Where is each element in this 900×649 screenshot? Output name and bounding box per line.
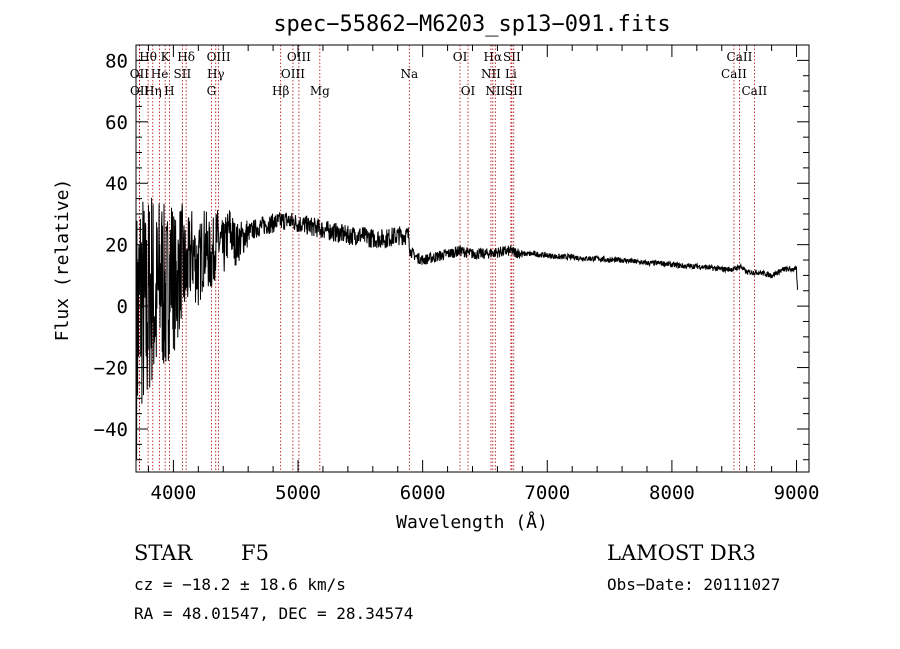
spectrum-layer	[136, 197, 798, 460]
line-marker-label: NII	[481, 67, 501, 81]
x-tick-label: 7000	[524, 482, 570, 504]
y-tick-label: 40	[105, 173, 128, 195]
spectrum-line	[136, 197, 798, 460]
line-marker-label: Hη	[144, 84, 162, 98]
y-tick-label: 0	[117, 296, 128, 318]
x-tick-label: 6000	[400, 482, 446, 504]
chart-title: spec−55862−M6203_sp13−091.fits	[273, 12, 670, 37]
line-marker-label: Hγ	[207, 67, 225, 81]
line-marker-label: OIII	[287, 50, 311, 64]
line-marker-label: NII	[485, 84, 505, 98]
y-tick-label: 60	[105, 112, 128, 134]
x-tick-label: 5000	[275, 482, 321, 504]
line-marker-label: CaII	[721, 67, 747, 81]
y-axis-label: Flux (relative)	[52, 179, 73, 342]
line-marker-label: OIII	[207, 50, 231, 64]
line-marker-label: Hδ	[177, 50, 195, 64]
x-tick-label: 9000	[774, 482, 820, 504]
line-marker-label: G	[207, 84, 217, 98]
line-marker-label: Hθ	[139, 50, 157, 64]
line-marker-label: OI	[453, 50, 468, 64]
y-tick-label: −40	[94, 419, 128, 441]
line-marker-label: Hα	[484, 50, 503, 64]
y-axis: −40 −20 0 20 40 60 80	[94, 50, 809, 461]
object-subclass: F5	[241, 541, 269, 565]
line-marker-label: OIII	[281, 67, 305, 81]
ra-dec: RA = 48.01547, DEC = 28.34574	[134, 604, 413, 623]
redshift-cz: cz = −18.2 ± 18.6 km/s	[134, 575, 346, 594]
survey-name: LAMOST DR3	[607, 541, 756, 565]
line-marker-label: SII	[174, 67, 192, 81]
y-tick-label: 20	[105, 235, 128, 257]
line-marker-label: SII	[505, 84, 523, 98]
line-marker-label: H	[164, 84, 174, 98]
line-marker-label: Na	[400, 67, 418, 81]
line-marker-label: Li	[505, 67, 517, 81]
x-tick-label: 4000	[151, 482, 197, 504]
x-axis: 4000 5000 6000 7000 8000 9000	[147, 45, 820, 504]
line-marker-label: He	[151, 67, 169, 81]
x-axis-label: Wavelength (Å)	[396, 511, 548, 533]
line-marker-label: OI	[461, 84, 476, 98]
observation-date: Obs−Date: 20111027	[607, 575, 780, 594]
plot-frame	[135, 44, 810, 473]
object-class: STAR	[134, 541, 193, 565]
y-tick-label: −20	[94, 358, 128, 380]
line-marker-label: CaII	[741, 84, 767, 98]
line-marker-label: CaII	[727, 50, 753, 64]
line-marker-label: Hβ	[272, 84, 289, 98]
line-marker-label: K	[161, 50, 171, 64]
line-marker-label: SII	[503, 50, 521, 64]
x-tick-label: 8000	[649, 482, 695, 504]
y-tick-label: 80	[105, 50, 128, 72]
line-marker-label: Mg	[310, 84, 330, 98]
